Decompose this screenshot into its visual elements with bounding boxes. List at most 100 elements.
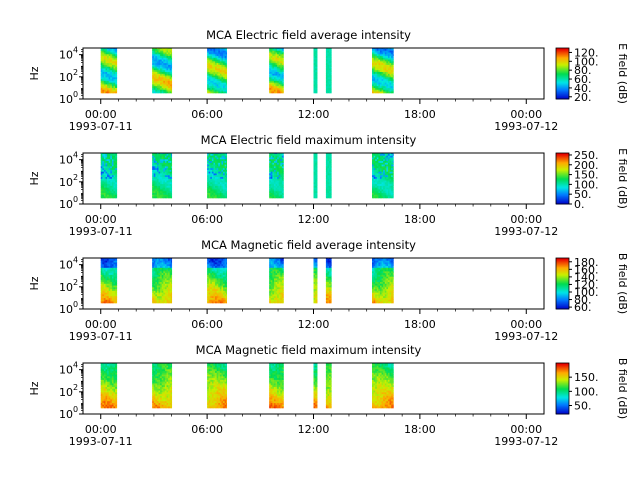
spectrogram-cell — [272, 286, 275, 290]
spectrogram-cell — [270, 66, 273, 69]
colorbar-tick-label: 150. — [574, 169, 599, 182]
spectrogram-cell — [280, 262, 283, 265]
spectrogram-cell — [281, 50, 284, 53]
spectrogram-cell — [387, 50, 390, 53]
spectrogram-cell — [213, 267, 216, 270]
spectrogram-cell — [329, 55, 332, 58]
spectrogram-cell — [221, 189, 224, 192]
spectrogram-cell — [316, 162, 318, 165]
spectrogram-cell — [111, 263, 114, 267]
spectrogram-cell — [387, 165, 390, 169]
colorbar-swatch — [556, 177, 569, 179]
spectrogram-cell — [210, 75, 213, 78]
spectrogram-cell — [161, 55, 164, 58]
spectrogram-cell — [171, 272, 173, 275]
spectrogram-cell — [160, 180, 163, 183]
spectrogram-cell — [224, 290, 227, 293]
spectrogram-cell — [111, 278, 114, 281]
spectrogram-cell — [219, 278, 222, 281]
spectrogram-cell — [315, 85, 318, 88]
spectrogram-cell — [280, 171, 283, 174]
spectrogram-cell — [372, 50, 375, 53]
spectrogram-cell — [221, 299, 224, 302]
spectrogram-cell — [376, 84, 379, 87]
spectrogram-cell — [313, 176, 316, 179]
spectrogram-cell — [376, 158, 379, 162]
spectrogram-cell — [164, 68, 167, 71]
spectrogram-cell — [107, 76, 110, 80]
spectrogram-cell — [213, 64, 216, 67]
spectrogram-cell — [376, 171, 379, 174]
spectrogram-cell — [171, 185, 173, 188]
spectrogram-cell — [153, 84, 156, 87]
spectrogram-cell — [107, 288, 110, 291]
spectrogram-cell — [226, 283, 228, 286]
spectrogram-cell — [269, 262, 272, 265]
spectrogram-cell — [218, 48, 221, 51]
spectrogram-cell — [383, 59, 386, 62]
spectrogram-cell — [376, 64, 379, 67]
spectrogram-cell — [160, 84, 163, 87]
spectrogram-cell — [315, 173, 318, 176]
spectrogram-cell — [171, 50, 173, 53]
spectrogram-cell — [158, 157, 161, 160]
spectrogram-cell — [102, 157, 105, 160]
spectrogram-cell — [156, 189, 159, 192]
spectrogram-cell — [219, 283, 222, 286]
spectrogram-cell — [158, 295, 161, 298]
spectrogram-cell — [102, 286, 105, 290]
spectrogram-cell — [379, 153, 382, 156]
spectrogram-cell — [102, 69, 105, 73]
x-date-label: 1993-07-12 — [494, 225, 558, 238]
spectrogram-cell — [115, 153, 118, 156]
spectrogram-cell — [275, 171, 278, 174]
spectrogram-cell — [375, 66, 378, 69]
spectrogram-cell — [169, 78, 172, 81]
spectrogram-cell — [110, 295, 113, 298]
spectrogram-cell — [392, 192, 394, 195]
spectrogram-cell — [275, 66, 278, 69]
spectrogram-cell — [113, 153, 116, 156]
spectrogram-cell — [153, 260, 156, 263]
spectrogram-cell — [115, 295, 118, 298]
spectrogram-cell — [392, 176, 394, 179]
spectrogram-cell — [113, 173, 116, 176]
spectrogram-cell — [218, 178, 221, 181]
spectrogram-cell — [100, 165, 103, 169]
spectrogram-cell — [108, 165, 111, 169]
x-tick-label: 06:00 — [191, 213, 223, 226]
spectrogram-cell — [272, 157, 275, 160]
spectrogram-cell — [387, 180, 390, 183]
spectrogram-cell — [281, 290, 284, 293]
spectrogram-cell — [378, 82, 381, 85]
spectrogram-cell — [160, 283, 163, 286]
spectrogram-cell — [221, 62, 224, 65]
spectrogram-cell — [215, 283, 218, 286]
spectrogram-cell — [224, 55, 227, 58]
spectrogram-cell — [375, 176, 378, 179]
spectrogram-cell — [215, 278, 218, 281]
spectrogram-cell — [379, 162, 382, 165]
spectrogram-cell — [223, 290, 226, 293]
colorbar-tick-label: 40. — [574, 82, 592, 95]
spectrogram-cell — [156, 294, 159, 297]
spectrogram-cell — [316, 60, 318, 64]
spectrogram-cell — [216, 270, 219, 274]
spectrogram-cell — [313, 59, 316, 62]
spectrogram-cell — [223, 263, 226, 267]
spectrogram-cell — [226, 57, 228, 60]
spectrogram-cell — [210, 48, 213, 51]
spectrogram-cell — [379, 78, 382, 81]
spectrogram-cell — [156, 76, 159, 80]
spectrogram-cell — [164, 178, 167, 181]
spectrogram-cell — [224, 69, 227, 73]
spectrogram-cell — [216, 279, 219, 283]
spectrogram-cell — [218, 294, 221, 297]
colorbar-swatch — [556, 199, 569, 202]
spectrogram-cell — [164, 158, 167, 162]
spectrogram-cell — [218, 279, 221, 283]
spectrogram-cell — [210, 174, 213, 178]
spectrogram-cell — [113, 189, 116, 192]
spectrogram-cell — [102, 196, 105, 199]
spectrogram-cell — [164, 82, 167, 85]
